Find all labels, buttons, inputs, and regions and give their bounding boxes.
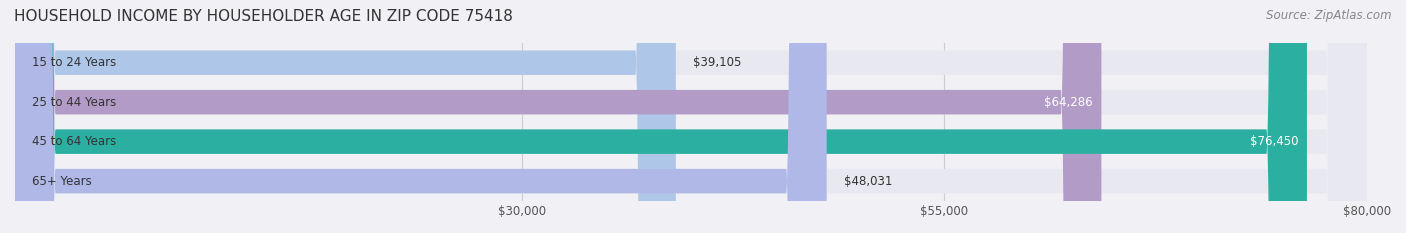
Text: $48,031: $48,031	[844, 175, 891, 188]
FancyBboxPatch shape	[15, 0, 1367, 233]
Text: $76,450: $76,450	[1250, 135, 1299, 148]
Text: 45 to 64 Years: 45 to 64 Years	[32, 135, 117, 148]
Text: $64,286: $64,286	[1045, 96, 1092, 109]
Text: 25 to 44 Years: 25 to 44 Years	[32, 96, 117, 109]
Text: $39,105: $39,105	[693, 56, 741, 69]
FancyBboxPatch shape	[15, 0, 676, 233]
Text: HOUSEHOLD INCOME BY HOUSEHOLDER AGE IN ZIP CODE 75418: HOUSEHOLD INCOME BY HOUSEHOLDER AGE IN Z…	[14, 9, 513, 24]
FancyBboxPatch shape	[15, 0, 1367, 233]
FancyBboxPatch shape	[15, 0, 1101, 233]
FancyBboxPatch shape	[15, 0, 1308, 233]
FancyBboxPatch shape	[15, 0, 827, 233]
Text: Source: ZipAtlas.com: Source: ZipAtlas.com	[1267, 9, 1392, 22]
Text: 65+ Years: 65+ Years	[32, 175, 91, 188]
FancyBboxPatch shape	[15, 0, 1367, 233]
FancyBboxPatch shape	[15, 0, 1367, 233]
Text: 15 to 24 Years: 15 to 24 Years	[32, 56, 117, 69]
